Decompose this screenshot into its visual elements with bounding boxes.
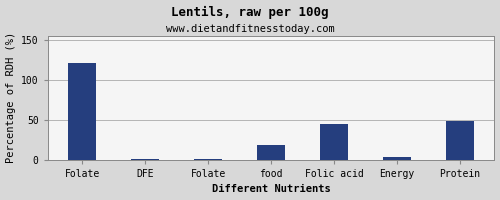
Bar <box>383 157 411 160</box>
Y-axis label: Percentage of RDH (%): Percentage of RDH (%) <box>6 32 16 163</box>
X-axis label: Different Nutrients: Different Nutrients <box>212 184 330 194</box>
Title: Lentils, raw per 100g
www.dietandfitnesstoday.com: Lentils, raw per 100g www.dietandfitness… <box>0 199 1 200</box>
Text: Lentils, raw per 100g: Lentils, raw per 100g <box>171 6 329 19</box>
Bar <box>194 159 222 160</box>
Bar <box>320 124 348 160</box>
Bar <box>131 159 160 160</box>
Text: www.dietandfitnesstoday.com: www.dietandfitnesstoday.com <box>166 24 334 34</box>
Bar <box>68 63 96 160</box>
Bar <box>446 121 474 160</box>
Bar <box>257 145 286 160</box>
